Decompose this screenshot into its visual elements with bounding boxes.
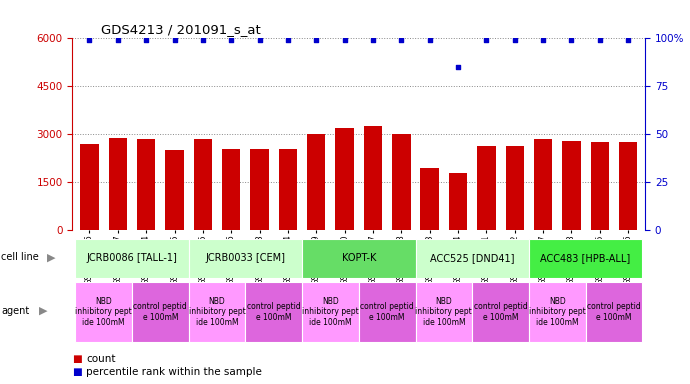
Point <box>282 37 293 43</box>
Text: JCRB0033 [CEM]: JCRB0033 [CEM] <box>206 253 286 263</box>
Bar <box>477 146 495 230</box>
Text: control peptid
e 100mM: control peptid e 100mM <box>473 302 527 322</box>
Text: NBD
inhibitory pept
ide 100mM: NBD inhibitory pept ide 100mM <box>302 297 359 327</box>
Text: NBD
inhibitory pept
ide 100mM: NBD inhibitory pept ide 100mM <box>529 297 586 327</box>
Bar <box>194 139 212 230</box>
Point <box>226 37 237 43</box>
Bar <box>137 139 155 230</box>
Text: control peptid
e 100mM: control peptid e 100mM <box>587 302 641 322</box>
Point <box>453 64 464 70</box>
Text: GDS4213 / 201091_s_at: GDS4213 / 201091_s_at <box>101 23 261 36</box>
Bar <box>420 168 439 230</box>
Bar <box>302 239 415 278</box>
Text: cell line: cell line <box>1 252 39 262</box>
Text: ■: ■ <box>72 367 82 377</box>
Bar <box>302 281 359 343</box>
Point <box>84 37 95 43</box>
Bar <box>75 239 188 278</box>
Point <box>310 37 322 43</box>
Bar <box>619 142 638 230</box>
Bar <box>364 126 382 230</box>
Bar <box>562 141 581 230</box>
Bar <box>250 149 269 230</box>
Point <box>396 37 407 43</box>
Text: ▶: ▶ <box>39 306 47 316</box>
Point <box>481 37 492 43</box>
Text: agent: agent <box>1 306 30 316</box>
Point <box>566 37 577 43</box>
Text: percentile rank within the sample: percentile rank within the sample <box>86 367 262 377</box>
Bar <box>80 144 99 230</box>
Bar <box>472 281 529 343</box>
Point <box>169 37 180 43</box>
Point <box>112 37 124 43</box>
Text: ■: ■ <box>72 354 82 364</box>
Point <box>622 37 633 43</box>
Bar <box>529 239 642 278</box>
Text: control peptid
e 100mM: control peptid e 100mM <box>133 302 187 322</box>
Point <box>254 37 265 43</box>
Bar <box>132 281 188 343</box>
Text: ACC483 [HPB-ALL]: ACC483 [HPB-ALL] <box>540 253 631 263</box>
Text: count: count <box>86 354 116 364</box>
Bar <box>75 281 132 343</box>
Point <box>594 37 605 43</box>
Text: JCRB0086 [TALL-1]: JCRB0086 [TALL-1] <box>86 253 177 263</box>
Bar <box>279 149 297 230</box>
Bar <box>108 137 127 230</box>
Text: NBD
inhibitory pept
ide 100mM: NBD inhibitory pept ide 100mM <box>188 297 246 327</box>
Point <box>424 37 435 43</box>
Text: KOPT-K: KOPT-K <box>342 253 376 263</box>
Point <box>538 37 549 43</box>
Bar <box>534 139 552 230</box>
Text: NBD
inhibitory pept
ide 100mM: NBD inhibitory pept ide 100mM <box>415 297 472 327</box>
Bar <box>415 281 472 343</box>
Bar <box>506 146 524 230</box>
Bar <box>359 281 415 343</box>
Point <box>509 37 520 43</box>
Bar <box>529 281 586 343</box>
Text: ACC525 [DND41]: ACC525 [DND41] <box>430 253 515 263</box>
Point <box>197 37 208 43</box>
Bar <box>586 281 642 343</box>
Text: NBD
inhibitory pept
ide 100mM: NBD inhibitory pept ide 100mM <box>75 297 132 327</box>
Bar <box>591 142 609 230</box>
Text: ▶: ▶ <box>47 252 55 262</box>
Bar <box>448 173 467 230</box>
Bar <box>392 134 411 230</box>
Bar <box>166 151 184 230</box>
Bar <box>335 128 354 230</box>
Point <box>141 37 152 43</box>
Bar <box>246 281 302 343</box>
Text: control peptid
e 100mM: control peptid e 100mM <box>360 302 414 322</box>
Text: control peptid
e 100mM: control peptid e 100mM <box>247 302 301 322</box>
Bar <box>415 239 529 278</box>
Bar <box>307 134 326 230</box>
Bar <box>188 281 246 343</box>
Point <box>339 37 350 43</box>
Bar <box>222 149 240 230</box>
Bar <box>188 239 302 278</box>
Point <box>368 37 379 43</box>
